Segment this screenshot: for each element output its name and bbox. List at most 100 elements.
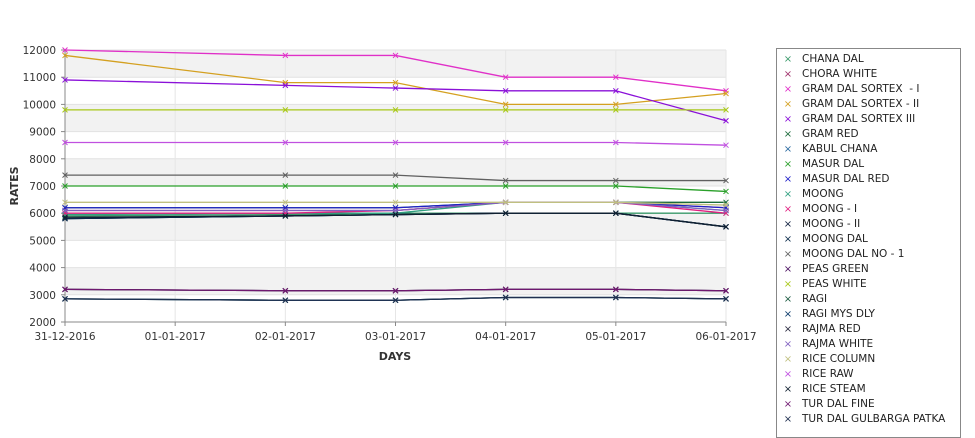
legend-label: GRAM DAL SORTEX - II [802,98,920,110]
data-point-moong-dal-no-1 [392,172,399,178]
y-tick-label: 6000 [29,208,56,220]
legend-label: RAJMA WHITE [802,338,874,350]
legend-item: × RICE COLUMN [777,352,960,367]
legend-marker-icon: × [783,129,793,140]
data-point-masur-dal [392,183,399,189]
data-point-rice-raw [502,139,509,146]
legend-marker-icon: × [783,84,793,95]
data-point-tur-dal-fine [723,287,729,294]
data-point-rajma-white [723,207,729,214]
legend-marker-icon: × [783,219,793,230]
data-point-gram-dal-sortex-i [612,74,619,81]
data-point-tur-dal-gulbarga-patka [502,294,509,301]
y-tick-label: 7000 [29,181,56,193]
legend-item: × GRAM RED [777,127,960,142]
series-line-moong-dal-no-1 [65,174,726,182]
series-line-rice-raw [65,141,727,146]
data-point-moong-dal-no-1 [502,177,509,184]
data-point-rice-steam [62,214,68,221]
data-point-rice-raw [392,139,399,146]
data-point-rice-column [723,202,729,208]
data-point-gram-dal-sortex-i [502,74,509,81]
data-point-tur-dal-gulbarga-patka [723,296,729,302]
legend-item: × MOONG - I [777,202,960,217]
x-tick-label: 01-01-2017 [145,331,206,343]
data-point-rice-steam [502,210,509,217]
data-point-masur-dal [282,183,289,189]
legend-item: × MASUR DAL [777,157,960,172]
x-tick-label: 31-12-2016 [34,331,95,343]
legend-item: × GRAM DAL SORTEX - I [777,82,960,97]
legend-marker-icon: × [783,54,793,65]
data-point-rice-column [62,199,68,206]
legend-label: MOONG - II [802,218,861,230]
data-point-gram-dal-sortex-iii [723,117,729,124]
series-line-rice-column [65,201,727,206]
legend-label: CHORA WHITE [802,68,878,80]
legend-label: GRAM DAL SORTEX III [802,113,916,125]
y-tick-label: 9000 [29,127,56,139]
legend-item: × PEAS GREEN [777,262,960,277]
legend-label: GRAM DAL SORTEX - I [802,83,920,95]
data-point-moong-dal-no-1 [612,177,619,184]
legend-label: KABUL CHANA [802,143,878,155]
series-line-gram-dal-sortex-ii [64,54,727,106]
series-line-tur-dal-gulbarga-patka [64,296,727,301]
x-tick-label: 05-01-2017 [585,331,646,343]
legend-label: MOONG - I [802,203,858,215]
legend-marker-icon: × [783,354,793,365]
series-lines [62,47,729,304]
legend-item: × CHORA WHITE [777,67,960,82]
data-point-rice-raw [723,142,729,149]
data-point-tur-dal-fine [392,287,399,294]
legend-marker-icon: × [783,144,793,155]
x-tick-label: 06-01-2017 [695,331,756,343]
data-point-gram-dal-sortex-iii [392,85,399,91]
legend-item: × RICE STEAM [777,382,960,397]
y-tick-labels: 2000 3000 4000 5000 6000 7000 8000 9000 10000 110… [23,45,65,329]
y-tick-label: 4000 [29,263,56,275]
data-point-rice-raw [282,139,289,146]
legend-label: MOONG DAL [802,233,868,245]
y-tick-label: 8000 [29,154,56,166]
legend-item: × RAGI MYS DLY [777,307,960,322]
data-point-rice-column [502,199,509,206]
data-point-gram-dal-sortex-i [62,47,68,53]
legend-label: RAJMA RED [802,323,861,335]
y-tick-label: 11000 [23,72,56,84]
x-tick-label: 03-01-2017 [365,331,426,343]
legend-label: MASUR DAL [802,158,865,170]
legend-marker-icon: × [783,159,793,170]
data-point-masur-dal [502,183,509,189]
data-point-gram-dal-sortex-i [282,52,289,59]
data-point-moong-dal-no-1 [723,177,729,184]
data-point-rice-steam [282,213,289,219]
legend-item: × MOONG DAL NO - 1 [777,247,960,262]
data-point-masur-dal [723,188,729,195]
legend-marker-icon: × [783,369,793,380]
data-point-gram-dal-sortex-ii [723,90,729,97]
legend-item: × MOONG DAL [777,232,960,247]
y-tick-label: 2000 [29,317,56,329]
x-tick-label: 04-01-2017 [475,331,536,343]
data-point-tur-dal-gulbarga-patka [612,294,619,301]
data-point-rajma-white [392,207,399,214]
legend-marker-icon: × [783,234,793,245]
data-point-tur-dal-gulbarga-patka [392,297,399,304]
y-tick-label: 3000 [29,290,56,302]
legend-item: × RAGI [777,292,960,307]
legend-marker-icon: × [783,204,793,215]
data-point-tur-dal-fine [502,286,509,293]
legend-item: × RAJMA WHITE [777,337,960,352]
data-point-gram-dal-sortex-iii [502,87,509,94]
legend-marker-icon: × [783,384,793,395]
data-point-masur-dal [612,183,619,189]
data-point-tur-dal-fine [612,286,619,293]
chart-legend: × CHANA DAL × CHORA WHITE × GRAM DAL SORTEX -… [776,48,961,438]
data-point-gram-dal-sortex-ii [502,101,509,108]
data-point-rice-column [612,199,619,206]
data-point-tur-dal-fine [62,286,68,293]
legend-item: × CHANA DAL [777,52,960,67]
data-point-peas-white [62,106,68,113]
data-point-gram-dal-sortex-ii [62,52,68,59]
